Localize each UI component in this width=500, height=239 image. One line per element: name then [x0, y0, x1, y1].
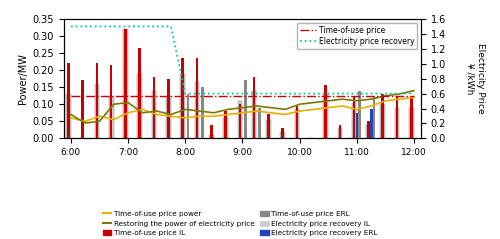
Y-axis label: Power/MW: Power/MW [18, 53, 28, 104]
Bar [253, 77, 256, 138]
Bar [244, 80, 246, 138]
Bar [110, 65, 112, 138]
Bar [366, 125, 371, 138]
Bar [187, 94, 190, 138]
Legend: Time-of-use price power, Restoring the power of electricity price, Time-of-use p: Time-of-use price power, Restoring the p… [102, 210, 378, 238]
Bar [209, 135, 214, 138]
Bar [410, 98, 412, 138]
Bar [166, 96, 170, 138]
Bar [294, 109, 300, 138]
Bar [296, 106, 298, 138]
Bar [394, 108, 400, 138]
Bar [409, 108, 414, 138]
Legend: Time-of-use price, Electricity price recovery: Time-of-use price, Electricity price rec… [297, 23, 417, 49]
Bar [338, 128, 342, 138]
Bar [194, 82, 200, 138]
Bar [382, 94, 384, 138]
Bar [138, 74, 142, 138]
Bar [167, 79, 170, 138]
Bar [201, 87, 203, 138]
Bar [258, 108, 261, 138]
Bar [138, 48, 141, 138]
Bar [372, 98, 375, 138]
Bar [66, 94, 70, 138]
Bar [238, 101, 242, 138]
Bar [252, 91, 256, 138]
Bar [109, 98, 114, 138]
Bar [324, 86, 327, 138]
Bar [82, 80, 84, 138]
Bar [182, 58, 184, 138]
Bar [267, 114, 270, 138]
Bar [396, 98, 398, 138]
Bar [352, 103, 356, 138]
Bar [280, 131, 285, 138]
Bar [196, 58, 198, 138]
Bar [67, 63, 70, 138]
Bar [380, 104, 385, 138]
Bar [210, 125, 212, 138]
Bar [124, 29, 127, 138]
Bar [94, 84, 99, 138]
Bar [370, 109, 372, 138]
Bar [353, 98, 356, 138]
Bar [153, 77, 156, 138]
Bar [324, 94, 328, 138]
Bar [180, 74, 185, 138]
Bar [224, 111, 227, 138]
Bar [367, 121, 370, 138]
Bar [96, 63, 98, 138]
Bar [266, 120, 270, 138]
Bar [338, 125, 341, 138]
Bar [282, 128, 284, 138]
Bar [356, 113, 358, 138]
Bar [152, 91, 156, 138]
Bar [123, 29, 128, 138]
Y-axis label: Electricity Price
¥ /kWh: Electricity Price ¥ /kWh [466, 43, 485, 114]
Bar [358, 91, 361, 138]
Bar [238, 104, 241, 138]
Bar [223, 118, 228, 138]
